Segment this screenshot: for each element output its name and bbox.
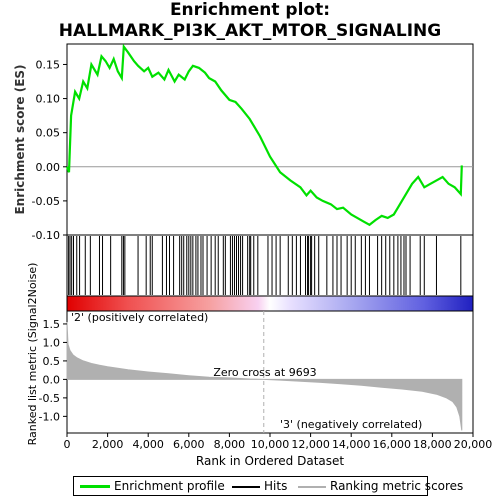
es-axis-label: Enrichment score (ES) xyxy=(13,64,27,214)
title-line-2: HALLMARK_PI3K_AKT_MTOR_SIGNALING xyxy=(58,21,442,41)
xtick-label: 6,000 xyxy=(173,438,205,451)
xtick-label: 14,000 xyxy=(332,438,371,451)
legend: Enrichment profile Hits Ranking metric s… xyxy=(73,476,463,496)
negative-correlation-label: '3' (negatively correlated) xyxy=(280,418,422,431)
es-panel-frame xyxy=(66,43,474,236)
enrichment-profile-line xyxy=(65,43,463,227)
es-ytick-label: 0.15 xyxy=(36,58,61,71)
metric-ytick-label: 1.5 xyxy=(43,318,61,331)
xtick-label: 20,000 xyxy=(454,438,493,451)
xtick-label: 0 xyxy=(64,438,71,451)
es-ytick-label: -0.10 xyxy=(32,229,60,242)
chart-title: Enrichment plot: HALLMARK_PI3K_AKT_MTOR_… xyxy=(0,0,500,42)
es-ytick-label: -0.05 xyxy=(32,195,60,208)
legend-item-hits: Hits xyxy=(232,479,287,493)
legend-item-es: Enrichment profile xyxy=(80,479,225,493)
legend-item-metric: Ranking metric scores xyxy=(298,479,463,493)
xtick-label: 10,000 xyxy=(251,438,290,451)
legend-swatch-es xyxy=(80,485,110,488)
hits-panel-frame xyxy=(66,234,474,297)
zero-cross-label: Zero cross at 9693 xyxy=(213,366,316,379)
x-axis-label: Rank in Ordered Dataset xyxy=(196,454,344,468)
legend-swatch-metric xyxy=(298,485,326,488)
rank-color-bar xyxy=(66,295,474,312)
legend-label-metric: Ranking metric scores xyxy=(330,479,464,493)
es-ytick-label: 0.10 xyxy=(36,93,61,106)
metric-ytick-label: -0.5 xyxy=(39,392,60,405)
es-ytick-label: 0.05 xyxy=(36,127,61,140)
legend-label-hits: Hits xyxy=(264,479,288,493)
xtick-label: 16,000 xyxy=(373,438,412,451)
title-line-1: Enrichment plot: xyxy=(169,0,331,20)
xtick-label: 4,000 xyxy=(132,438,164,451)
metric-ytick-label: 0.0 xyxy=(43,373,61,386)
es-ytick-label: 0.00 xyxy=(36,161,61,174)
xtick-label: 8,000 xyxy=(214,438,246,451)
legend-label-es: Enrichment profile xyxy=(114,479,225,493)
metric-ytick-label: 0.5 xyxy=(43,355,61,368)
positive-correlation-label: '2' (positively correlated) xyxy=(71,311,208,324)
xtick-label: 12,000 xyxy=(291,438,330,451)
xtick-label: 18,000 xyxy=(413,438,452,451)
ranking-metric-area xyxy=(66,322,463,431)
legend-swatch-hits xyxy=(232,485,260,488)
metric-axis-label: Ranked list metric (Signal2Noise) xyxy=(26,263,39,446)
metric-ytick-label: 1.0 xyxy=(43,336,61,349)
metric-ytick-label: -1.0 xyxy=(39,410,60,423)
xtick-label: 2,000 xyxy=(92,438,124,451)
